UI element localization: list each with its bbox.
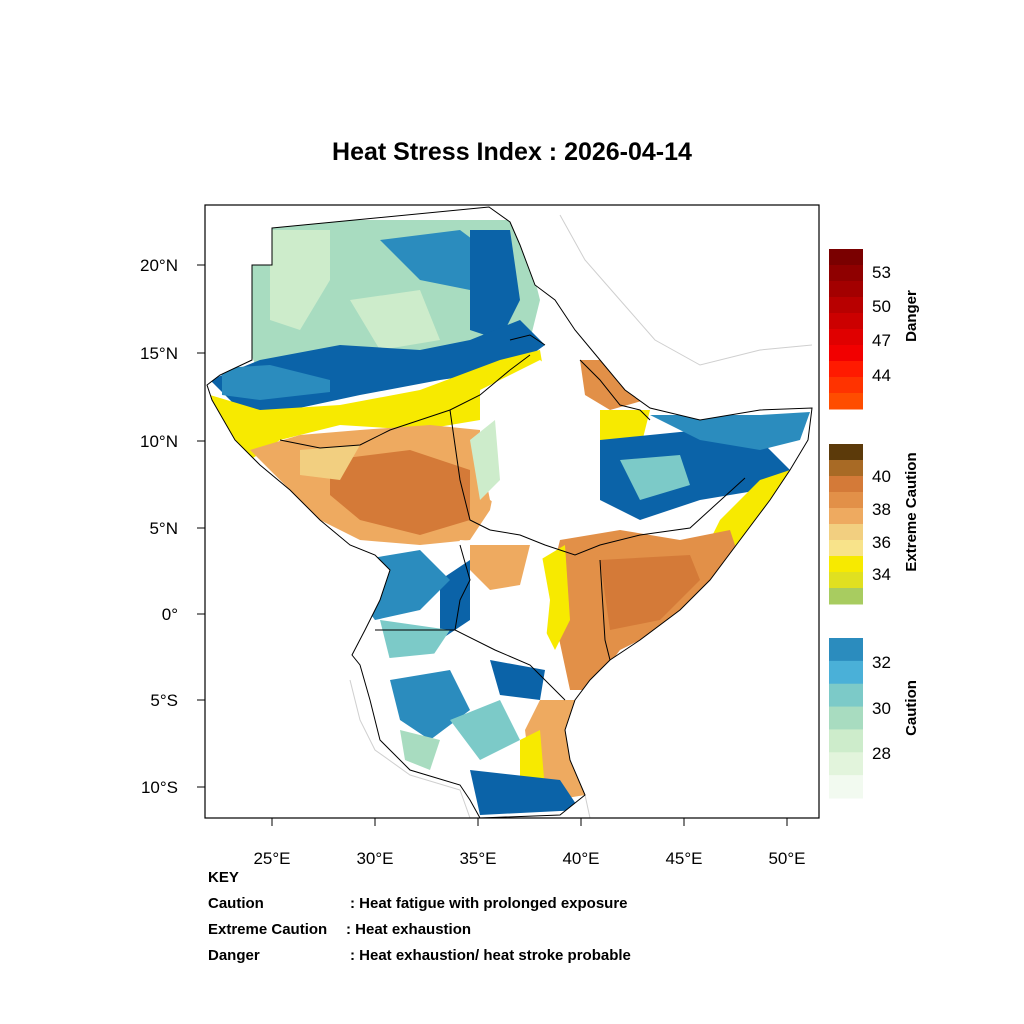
colorbar-swatch [829,752,863,776]
colorbar-swatch [829,540,863,557]
colorbar-extreme-caution: 40 38 36 34 Extreme Caution [829,444,920,605]
map-title: Heat Stress Index : 2026-04-14 [332,138,692,166]
colorbar-tick-label: 36 [872,533,891,552]
lat-tick-label: 10°N [140,432,178,451]
colorbar-swatch [829,393,863,410]
colorbar-danger: 53 50 47 44 Danger [829,249,920,410]
colorbar-swatch [829,524,863,541]
lon-tick-label: 50°E [768,849,805,868]
lon-axis: 25°E 30°E 35°E 40°E 45°E 50°E [253,818,806,868]
colorbar-swatch [829,729,863,753]
colorbar-swatch [829,444,863,461]
colorbar-swatch [829,297,863,314]
colorbar-tick-label: 53 [872,263,891,282]
lat-tick-label: 0° [162,605,178,624]
colorbar-swatch [829,775,863,799]
colorbar-swatch [829,588,863,605]
lon-tick-label: 30°E [356,849,393,868]
lat-tick-label: 5°N [149,519,178,538]
lon-tick-label: 35°E [459,849,496,868]
colorbar-swatch [829,508,863,525]
colorbar-name: Extreme Caution [903,452,920,571]
colorbar-tick-label: 38 [872,500,891,519]
key-term-danger: Danger [208,947,260,964]
colorbar-tick-label: 30 [872,699,891,718]
colorbar-name: Danger [903,290,920,342]
colorbar-swatch [829,492,863,509]
colorbar-swatch [829,281,863,298]
map-frame [204,204,820,819]
colorbar-swatch [829,460,863,477]
key-term-caution: Caution [208,895,264,912]
colorbar-caution: 32 30 28 Caution [829,638,920,799]
colorbar-swatch [829,638,863,662]
colorbar-swatch [829,249,863,266]
lon-tick-label: 45°E [665,849,702,868]
colorbar-name: Caution [903,680,920,736]
neighbour-coastlines [349,214,813,818]
colorbar-tick-label: 50 [872,297,891,316]
lon-tick-label: 40°E [562,849,599,868]
colorbar-tick-label: 32 [872,653,891,672]
key-desc-danger: : Heat exhaustion/ heat stroke probable [350,947,631,964]
key-desc-extreme-caution: : Heat exhaustion [346,921,472,938]
colorbar-swatch [829,265,863,282]
country-borders [206,206,813,819]
colorbar-swatch [829,476,863,493]
lon-tick-label: 25°E [253,849,290,868]
colorbar-swatch [829,683,863,708]
lat-tick-label: 10°S [141,778,178,797]
colorbar-swatch [829,377,863,394]
lat-tick-label: 15°N [140,344,178,363]
colorbar-tick-label: 47 [872,331,891,350]
lat-axis: 20°N 15°N 10°N 5°N 0° 5°S 10°S [140,256,205,797]
colorbar-tick-label: 40 [872,467,891,486]
key-desc-caution: : Heat fatigue with prolonged exposure [350,895,628,912]
lat-tick-label: 5°S [150,691,178,710]
key-heading: KEY [208,869,239,886]
colorbar-tick-label: 34 [872,565,891,584]
colorbar-swatch [829,313,863,330]
key-term-extreme-caution: Extreme Caution [208,921,328,938]
colorbar-tick-label: 28 [872,744,891,763]
colorbar-swatch [829,345,863,362]
colorbar-swatch [829,660,863,685]
colorbar-swatch [829,706,863,730]
colorbar-tick-label: 44 [872,366,891,385]
colorbar-swatch [829,361,863,378]
colorbar-swatch [829,572,863,589]
lat-tick-label: 20°N [140,256,178,275]
colorbar-swatch [829,329,863,346]
colorbar-swatch [829,556,863,573]
